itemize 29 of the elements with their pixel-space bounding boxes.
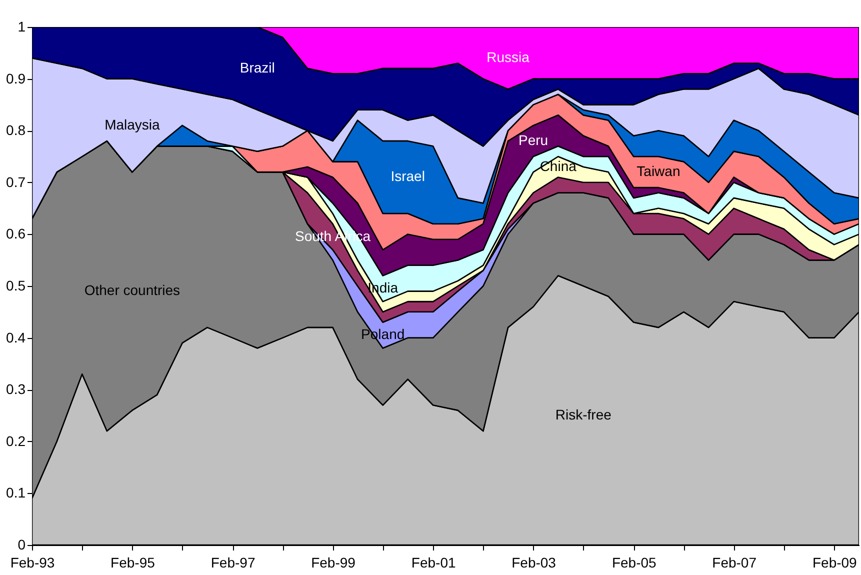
x-tick-label: Feb-07 bbox=[712, 554, 757, 570]
y-tick-label: 1 bbox=[18, 18, 26, 34]
x-tick-label: Feb-95 bbox=[110, 554, 156, 570]
y-tick-label: 0.4 bbox=[6, 329, 26, 346]
series-label: Russia bbox=[486, 49, 530, 66]
y-tick-label: 0.7 bbox=[6, 174, 26, 190]
series-label: China bbox=[540, 158, 577, 174]
series-label: Risk-free bbox=[555, 406, 612, 422]
series-label: Other countries bbox=[84, 282, 180, 298]
x-tick-label: Feb-93 bbox=[10, 554, 55, 570]
x-tick-label: Feb-99 bbox=[311, 554, 356, 570]
series-label: Brazil bbox=[240, 59, 275, 76]
series-label: Peru bbox=[518, 132, 548, 148]
y-tick-label: 0.1 bbox=[6, 484, 26, 501]
y-tick-label: 0.2 bbox=[6, 432, 26, 449]
x-tick-label: Feb-03 bbox=[512, 554, 556, 570]
series-label: Taiwan bbox=[636, 163, 680, 180]
y-tick-label: 0.8 bbox=[6, 122, 26, 138]
y-tick-label: 0.3 bbox=[6, 381, 26, 398]
series-label: Malaysia bbox=[104, 116, 160, 132]
x-tick-label: Feb-97 bbox=[210, 554, 256, 570]
series-label: Israel bbox=[390, 168, 425, 184]
y-tick-label: 0.5 bbox=[6, 278, 26, 294]
y-tick-label: 0.6 bbox=[6, 226, 26, 242]
y-tick-label: 0 bbox=[18, 536, 26, 552]
x-tick-label: Feb-01 bbox=[411, 554, 456, 570]
y-tick-label: 0.9 bbox=[6, 70, 26, 86]
x-tick-label: Feb-05 bbox=[612, 554, 657, 570]
x-tick-label: Feb-09 bbox=[812, 554, 858, 570]
